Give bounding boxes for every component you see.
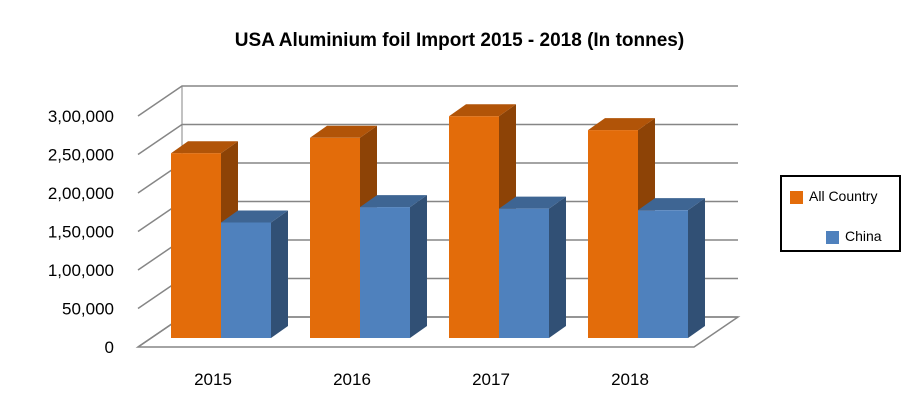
- bar-china-2017: [499, 208, 549, 338]
- labels: 0 50,000 1,00,000 1,50,000 2,00,000 2,50,000 3…: [48, 107, 649, 389]
- bar-top: [221, 210, 288, 223]
- gridline: [137, 85, 738, 117]
- bar-all-country-2016: [310, 137, 360, 338]
- x-tick-label: 2018: [611, 370, 649, 389]
- x-tick-label: 2017: [472, 370, 510, 389]
- floor: [135, 316, 741, 348]
- bar-side: [410, 195, 427, 338]
- bars: [171, 104, 705, 339]
- legend: All Country China: [780, 175, 901, 252]
- bar-china-2018: [638, 210, 688, 338]
- y-tick-label: 2,50,000: [48, 146, 114, 165]
- bar-top: [449, 104, 516, 117]
- bar-china-2016: [360, 207, 410, 338]
- bar-top: [588, 118, 655, 131]
- legend-label-china: China: [845, 228, 882, 244]
- legend-swatch-china: [826, 230, 839, 244]
- legend-item-all-country: All Country: [790, 187, 877, 205]
- legend-label-all-country: All Country: [809, 188, 878, 204]
- chart-title: USA Aluminium foil Import 2015 - 2018 (I…: [234, 30, 685, 51]
- bar-top: [171, 141, 238, 154]
- bar-top: [360, 195, 427, 208]
- y-tick-label: 2,00,000: [48, 184, 114, 203]
- bar-side: [688, 198, 705, 338]
- legend-swatch-all-country: [790, 190, 803, 204]
- bar-china-2015: [221, 222, 271, 338]
- bar-all-country-2015: [171, 153, 221, 338]
- bar-all-country-2018: [588, 130, 638, 338]
- bar-all-country-2017: [449, 116, 499, 339]
- y-tick-label: 1,50,000: [48, 223, 114, 242]
- bar-top: [638, 198, 705, 211]
- bar-top: [499, 196, 566, 209]
- bar-side: [549, 196, 566, 338]
- x-tick-label: 2015: [194, 370, 232, 389]
- legend-item-china: China: [826, 227, 882, 245]
- y-tick-label: 0: [105, 338, 114, 357]
- x-tick-label: 2016: [333, 370, 371, 389]
- y-tick-label: 1,00,000: [48, 261, 114, 280]
- y-tick-label: 50,000: [62, 300, 114, 319]
- bar-top: [310, 125, 377, 138]
- bar-side: [271, 210, 288, 338]
- y-tick-label: 3,00,000: [48, 107, 114, 126]
